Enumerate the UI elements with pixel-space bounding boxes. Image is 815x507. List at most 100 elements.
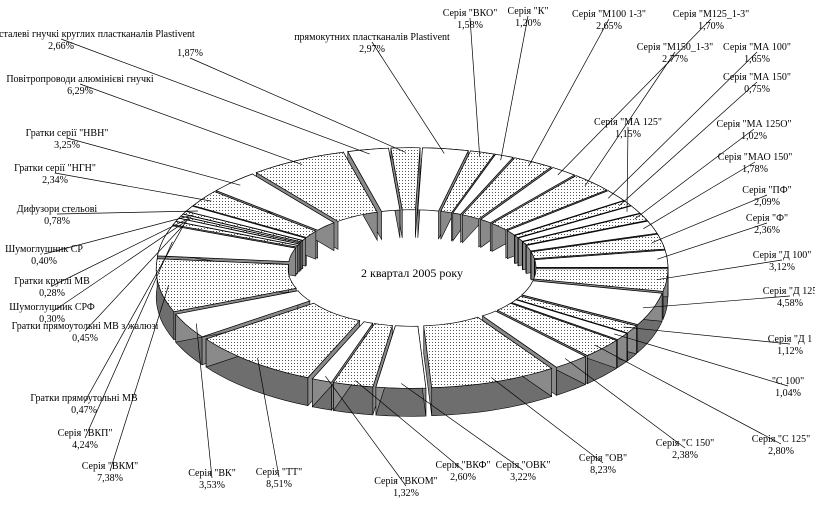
leader-line [607, 51, 758, 199]
pie-slice [390, 147, 421, 211]
leader-line [584, 51, 676, 186]
slice-label: Гратки прямоутольні МВ 0,47% [30, 393, 137, 416]
slice-label: Серія "Ф" 2,36% [746, 213, 788, 236]
leader-line [355, 380, 464, 471]
pie-slice [440, 150, 495, 214]
slice-label: Серія "С 150" 2,38% [656, 438, 714, 461]
slice-label: Серія "ВКОМ" 1,32% [374, 476, 437, 499]
slice-label: Серія "ОВ" 8,23% [579, 453, 627, 476]
leader-line [109, 284, 170, 472]
pie-slice [205, 302, 361, 378]
slice-label: Шумоглушник СР 0,40% [5, 244, 83, 267]
leader-line [83, 224, 185, 404]
leader-line [626, 126, 629, 212]
slice-label: Повітропроводи сталеві гнучкі круглих пл… [0, 29, 195, 52]
leader-line [657, 222, 768, 260]
leader-line [564, 358, 686, 449]
pie-slice [175, 290, 311, 338]
pie-slice [423, 316, 553, 389]
leader-line [79, 83, 303, 165]
leader-line [642, 295, 791, 309]
slice-label: Серія "МА 125" 1,15% [594, 117, 662, 140]
pie-slice [155, 258, 297, 313]
leader-line [189, 57, 406, 153]
pie-slice [517, 205, 641, 242]
slice-label: Серія "ПФ" 2,09% [742, 185, 791, 208]
leader-line [84, 241, 173, 439]
slice-label: 1,87% [177, 48, 203, 59]
leader-line [371, 41, 445, 154]
leader-line [651, 194, 768, 244]
slice-label: Серія "ВКО" 1,58% [443, 8, 498, 31]
slice-label: Серія "ВКП" 4,24% [58, 428, 113, 451]
slice-label: Серія "Д 100" 3,12% [753, 250, 812, 273]
slice-label: Серія "МАО 150" 1,78% [718, 152, 793, 175]
pie-slice [461, 157, 552, 220]
pie-slice [332, 323, 393, 388]
leader-line [618, 81, 758, 206]
leader-line [500, 15, 529, 161]
leader-lines [43, 15, 791, 487]
slice-label: Серія "М150_1-3" 2,77% [637, 42, 714, 65]
pie-slice [479, 167, 576, 224]
slice-label: Серія "МА 125О" 1,02% [716, 119, 791, 142]
pie-slice [522, 213, 648, 246]
leader-line [325, 375, 407, 487]
leader-line [257, 357, 280, 478]
leader-line [84, 221, 187, 332]
slice-label: прямокутних пластканалів Plastivent 2,97% [294, 32, 450, 55]
pie-slice [491, 175, 608, 231]
slice-label: Серія "Д 1 1,12% [768, 334, 813, 357]
slice-label: Серія "МА 150" 0,75% [723, 72, 791, 95]
slice-label: "С 100" 1,04% [772, 376, 804, 399]
leader-line [54, 172, 212, 202]
slice-label: Серія "Д 125 4,58% [763, 286, 815, 309]
slice-label: Серія "М100 1-3" 2,65% [572, 9, 646, 32]
pie-slice [311, 321, 374, 383]
pie-slice [185, 205, 307, 241]
pie-slice [347, 147, 401, 212]
pie-slice [375, 325, 427, 389]
leader-line [51, 216, 192, 287]
slice-labels: прямокутних пластканалів Plastivent 2,97%… [0, 6, 815, 499]
slice-label: Повітропроводи алюмінієві гнучкі 6,29% [6, 74, 154, 97]
slice-label: Дифузори стельові 0,78% [17, 204, 98, 227]
slice-label: Серія "ТТ" 8,51% [256, 467, 303, 490]
slice-label: Серія "ВКМ" 7,38% [82, 461, 139, 484]
slice-label: Серія "ВК" 3,53% [188, 468, 236, 491]
slice-label: Серія "МА 100" 1,65% [723, 42, 791, 65]
leader-line [43, 214, 194, 255]
chart-title: 2 квартал 2005 року [361, 266, 463, 280]
leader-line [469, 17, 481, 157]
leader-line [66, 137, 241, 186]
pie-slice [215, 173, 335, 231]
pie-slice [496, 302, 618, 356]
leader-line [623, 326, 791, 345]
pie-slice [534, 249, 669, 268]
pie-slice [417, 147, 469, 212]
slice-label: Серія "С 125" 2,80% [752, 434, 810, 457]
pie-slice [525, 220, 658, 252]
leader-line [401, 383, 524, 471]
slice-label: Гратки серії "НВН" 3,25% [26, 128, 109, 151]
leader-line [528, 18, 610, 167]
slice-label: Гратки прямоутольні МВ з жалюзі 0,45% [12, 321, 159, 344]
leader-line [557, 18, 712, 176]
leader-line [634, 128, 755, 220]
leader-line [614, 333, 789, 387]
leader-line [656, 259, 783, 281]
slice-label: Гратки круглі МВ 0,28% [14, 276, 90, 299]
pie-slice [521, 280, 663, 325]
pie-slice [506, 190, 625, 236]
pie-slice [481, 310, 587, 368]
pie-slice [530, 233, 666, 259]
leader-line [56, 210, 199, 215]
slice-label: Серія "ВКФ" 2,60% [435, 460, 490, 483]
leader-line [195, 323, 213, 479]
leader-line [490, 377, 604, 464]
pie-slice [255, 151, 378, 222]
pie-slice [452, 153, 514, 215]
slice-label: Серія "М125_1-3" 1,70% [673, 9, 750, 32]
leader-line [643, 161, 756, 230]
